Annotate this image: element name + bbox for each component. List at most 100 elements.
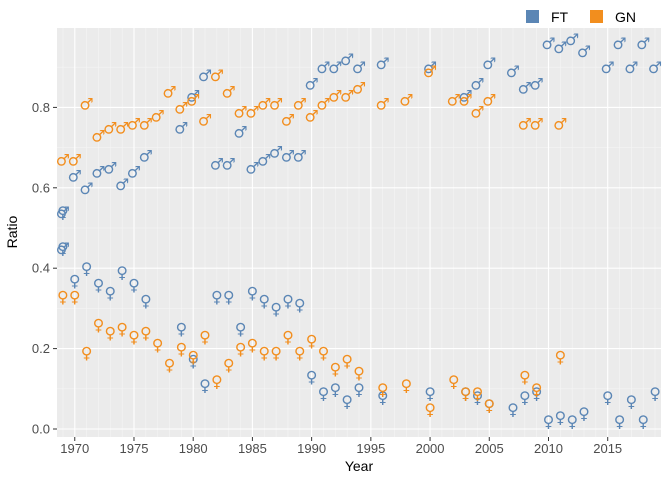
male-point: ♂ bbox=[257, 94, 271, 113]
female-point: ♀ bbox=[602, 388, 614, 407]
male-point: ♂ bbox=[482, 54, 496, 73]
x-tick-label: 2015 bbox=[593, 441, 622, 456]
male-point: ♂ bbox=[601, 58, 615, 77]
female-point: ♀ bbox=[543, 412, 555, 431]
female-point: ♀ bbox=[341, 352, 353, 371]
female-point: ♀ bbox=[483, 396, 495, 415]
male-point: ♂ bbox=[68, 167, 82, 186]
male-point: ♂ bbox=[245, 102, 259, 121]
male-point: ♂ bbox=[79, 94, 93, 113]
female-point: ♀ bbox=[164, 356, 176, 375]
female-point: ♀ bbox=[460, 384, 472, 403]
legend: FT GN bbox=[526, 9, 636, 25]
female-point: ♀ bbox=[258, 291, 270, 310]
x-tick-label: 2010 bbox=[534, 441, 563, 456]
male-point: ♂ bbox=[198, 66, 212, 85]
male-point: ♂ bbox=[648, 58, 662, 77]
female-point: ♀ bbox=[329, 360, 341, 379]
female-point: ♀ bbox=[460, 384, 472, 403]
male-point: ♂ bbox=[174, 98, 188, 117]
male-point: ♂ bbox=[612, 34, 626, 53]
minor-gridlines bbox=[57, 28, 661, 437]
female-point: ♀ bbox=[199, 376, 211, 395]
female-point: ♀ bbox=[175, 320, 187, 339]
male-point: ♂ bbox=[103, 159, 117, 178]
female-point: ♀ bbox=[448, 372, 460, 391]
legend-label-gn: GN bbox=[615, 9, 636, 25]
male-point: ♂ bbox=[56, 151, 70, 170]
female-point: ♀ bbox=[69, 287, 81, 306]
female-point: ♀ bbox=[377, 380, 389, 399]
female-point: ♀ bbox=[175, 340, 187, 359]
series-gn: ♂ ♀ ♂ ♀ ♂ ♀ ♂ ♀ ♂ ♀ ♂ ♀ ♂ ♀ ♂ ♀ ♂ ♀ ♂ ♀ ♂ ♀ ♂ ♀ ♂ ♀ ♂ ♀ ♂ ♀ ♂ ♀ ♂ ♀ ♂ ♀ ♂ ♀ ♂ ♀… bbox=[56, 62, 568, 419]
female-point: ♀ bbox=[329, 380, 341, 399]
x-tick-label: 2005 bbox=[475, 441, 504, 456]
female-point: ♀ bbox=[294, 344, 306, 363]
y-axis-ticks: 0.0 0.2 0.4 0.6 0.8 bbox=[32, 100, 57, 437]
female-point: ♀ bbox=[140, 324, 152, 343]
female-point: ♀ bbox=[377, 388, 389, 407]
female-point: ♀ bbox=[247, 283, 259, 302]
x-tick-label: 1980 bbox=[179, 441, 208, 456]
male-point: ♂ bbox=[340, 50, 354, 69]
female-point: ♀ bbox=[81, 259, 93, 278]
female-point: ♀ bbox=[223, 287, 235, 306]
female-point: ♀ bbox=[353, 380, 365, 399]
female-point: ♀ bbox=[223, 356, 235, 375]
male-point: ♂ bbox=[352, 58, 366, 77]
male-point: ♂ bbox=[399, 90, 413, 109]
male-point: ♂ bbox=[281, 110, 295, 129]
female-point: ♀ bbox=[566, 412, 578, 431]
female-point: ♀ bbox=[93, 315, 105, 334]
legend-label-ft: FT bbox=[551, 9, 569, 25]
female-point: ♀ bbox=[578, 404, 590, 423]
female-point: ♀ bbox=[235, 340, 247, 359]
male-point: ♂ bbox=[447, 90, 461, 109]
male-point: ♂ bbox=[103, 119, 117, 138]
male-point: ♂ bbox=[470, 74, 484, 93]
male-point: ♂ bbox=[115, 175, 129, 194]
male-point: ♂ bbox=[233, 123, 247, 142]
x-tick-label: 1975 bbox=[120, 441, 149, 456]
male-point: ♂ bbox=[423, 58, 437, 77]
male-point: ♂ bbox=[68, 151, 82, 170]
female-point: ♀ bbox=[235, 320, 247, 339]
major-gridlines bbox=[57, 28, 661, 437]
female-point: ♀ bbox=[270, 344, 282, 363]
male-point: ♂ bbox=[565, 30, 579, 49]
female-point: ♀ bbox=[116, 320, 128, 339]
male-point: ♂ bbox=[222, 155, 236, 174]
female-point: ♀ bbox=[531, 384, 543, 403]
male-point: ♂ bbox=[233, 102, 247, 121]
y-tick-label: 0.0 bbox=[32, 422, 50, 437]
male-point: ♂ bbox=[529, 74, 543, 93]
male-point: ♂ bbox=[304, 74, 318, 93]
female-point: ♀ bbox=[424, 384, 436, 403]
male-point: ♂ bbox=[115, 119, 129, 138]
male-point: ♂ bbox=[139, 114, 153, 133]
male-point: ♂ bbox=[281, 147, 295, 166]
female-point: ♀ bbox=[626, 392, 638, 411]
male-point: ♂ bbox=[577, 42, 591, 61]
female-point: ♀ bbox=[353, 364, 365, 383]
male-point: ♂ bbox=[210, 66, 224, 85]
male-point: ♂ bbox=[340, 86, 354, 105]
female-point: ♀ bbox=[282, 291, 294, 310]
male-point: ♂ bbox=[210, 155, 224, 174]
legend-key-gn bbox=[590, 10, 603, 23]
female-point: ♀ bbox=[637, 412, 649, 431]
female-point: ♀ bbox=[614, 412, 626, 431]
male-point: ♂ bbox=[328, 86, 342, 105]
male-point: ♂ bbox=[328, 58, 342, 77]
x-tick-label: 1995 bbox=[356, 441, 385, 456]
male-point: ♂ bbox=[162, 82, 176, 101]
female-point: ♀ bbox=[270, 299, 282, 318]
male-point: ♂ bbox=[518, 114, 532, 133]
male-point: ♂ bbox=[79, 179, 93, 198]
series-ft: ♂ ♀ ♂ ♀ ♂ ♀ ♂ ♀ ♂ ♀ ♂ ♀ ♂ ♀ ♂ ♀ ♂ ♀ ♂ ♀ ♂ ♀ ♂ ♀ ♂ ♀ ♂ ♀ ♂ ♀ ♂ ♀ ♂ ♀ ♂ ♀ ♂ ♀ ♂ ♀… bbox=[56, 30, 663, 431]
male-point: ♂ bbox=[470, 102, 484, 121]
y-tick-label: 0.2 bbox=[32, 341, 50, 356]
female-point: ♀ bbox=[104, 283, 116, 302]
female-point: ♀ bbox=[258, 344, 270, 363]
